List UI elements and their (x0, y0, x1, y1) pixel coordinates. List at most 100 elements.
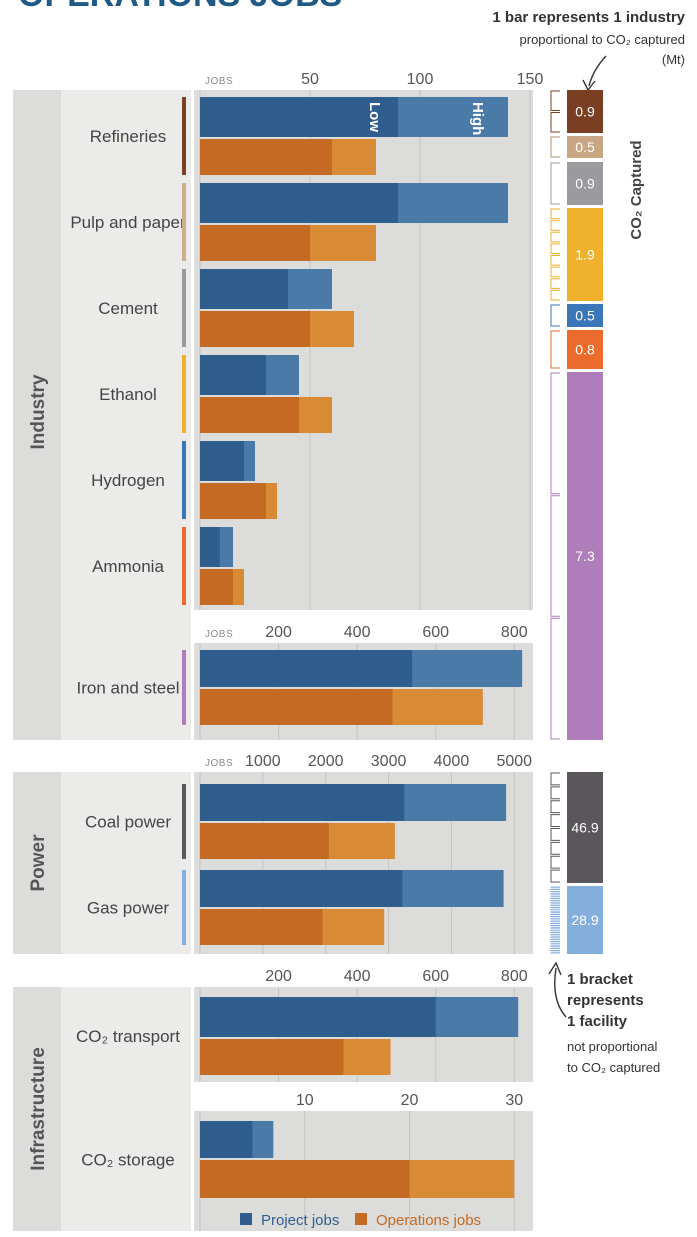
category-accent-hydrogen (182, 441, 186, 519)
note-line-2: proportional to CO₂ captured (520, 32, 685, 47)
category-label-iron-and-steel: Iron and steel (76, 679, 179, 698)
x-tick-label: 600 (422, 624, 449, 641)
note-line-3: (Mt) (662, 52, 685, 67)
legend-swatch-operations (355, 1213, 367, 1225)
co2-segment-refineries-label: 0.9 (575, 104, 595, 120)
x-tick-label: 50 (301, 71, 319, 88)
category-accent-coal-power (182, 784, 186, 859)
bar-ops-low-co-storage (200, 1160, 410, 1198)
category-label-pulp-and-paper: Pulp and paper (70, 213, 186, 232)
bracket-note-line-5: to CO₂ captured (567, 1060, 660, 1075)
note-arrow-icon (588, 55, 607, 87)
x-tick-label: 200 (265, 968, 292, 985)
bar-ops-low-gas-power (200, 909, 323, 945)
panel-industry (194, 90, 533, 610)
facility-bracket-group (550, 208, 560, 301)
co2-segment-gas-power-label: 28.9 (571, 912, 598, 928)
x-tick-label: 800 (501, 624, 528, 641)
bar-ops-low-iron-and-steel (200, 689, 393, 725)
low-label: Low (366, 102, 383, 132)
co2-segment-iron-and-steel-label: 7.3 (575, 548, 595, 564)
co2-segment-gas-power (567, 886, 603, 954)
co2-segment-refineries (567, 90, 603, 133)
category-accent-ethanol (182, 355, 186, 433)
x-tick-label: 5000 (496, 753, 532, 770)
jobs-axis-label: JOBS (205, 758, 233, 769)
bar-project-low-co-storage (200, 1121, 253, 1158)
jobs-axis-label: JOBS (205, 629, 233, 640)
facility-bracket-group (550, 304, 560, 327)
bar-project-low-gas-power (200, 870, 403, 907)
category-accent-cement (182, 269, 186, 347)
co2-segment-pulp-and-paper (567, 136, 603, 158)
category-label-coal-power: Coal power (85, 813, 171, 832)
co2-segment-coal-power (567, 772, 603, 883)
facility-bracket-group (550, 90, 560, 133)
category-label-gas-power: Gas power (87, 899, 170, 918)
bar-project-low-coal-power (200, 784, 405, 821)
category-accent-pulp-and-paper (182, 183, 186, 261)
bar-ops-low-co-transport (200, 1039, 344, 1075)
bracket-note-line-3: 1 facility (567, 1013, 628, 1030)
bracket-note-line-2: represents (567, 992, 644, 1009)
bar-ops-low-cement (200, 311, 310, 347)
section-band-industry (13, 90, 61, 740)
bar-project-low-ammonia (200, 527, 220, 567)
x-tick-label: 30 (505, 1092, 523, 1109)
bar-project-low-pulp-and-paper (200, 183, 398, 223)
bar-project-low-cement (200, 269, 288, 309)
facility-bracket-group (550, 772, 560, 883)
x-tick-label: 20 (401, 1092, 419, 1109)
co2-segment-hydrogen-label: 0.5 (575, 308, 595, 324)
co2-segment-coal-power-label: 46.9 (571, 820, 598, 836)
facility-bracket-group (550, 162, 560, 205)
co2-segment-ethanol-label: 1.9 (575, 247, 595, 263)
co2-segment-iron-and-steel (567, 372, 603, 740)
bracket-arrow-icon (554, 967, 567, 1018)
bar-project-low-ethanol (200, 355, 266, 395)
facility-bracket-group (550, 330, 560, 369)
co2-axis-label: CO₂ Captured (628, 140, 645, 239)
x-tick-label: 4000 (434, 753, 470, 770)
category-label-co-transport: CO₂ transport (76, 1027, 180, 1046)
bar-ops-low-hydrogen (200, 483, 266, 519)
co2-segment-pulp-and-paper-label: 0.5 (575, 139, 595, 155)
bar-project-low-hydrogen (200, 441, 244, 481)
bar-ops-low-coal-power (200, 823, 329, 859)
x-tick-label: 200 (265, 624, 292, 641)
bracket-note-line-1: 1 bracket (567, 971, 633, 988)
x-tick-label: 800 (501, 968, 528, 985)
x-tick-label: 600 (422, 968, 449, 985)
facility-bracket-group (550, 372, 560, 740)
label-column-power (61, 772, 191, 954)
page-title: OPERATIONS JOBS (18, 0, 342, 14)
category-label-ethanol: Ethanol (99, 385, 157, 404)
section-label-power: Power (28, 834, 49, 892)
category-label-co-storage: CO₂ storage (81, 1151, 175, 1170)
category-accent-refineries (182, 97, 186, 175)
bar-ops-low-pulp-and-paper (200, 225, 310, 261)
co2-segment-ammonia (567, 330, 603, 369)
x-tick-label: 400 (344, 968, 371, 985)
high-label: High (469, 102, 486, 135)
bar-ops-low-ethanol (200, 397, 299, 433)
co2-segment-ammonia-label: 0.8 (575, 342, 595, 358)
section-band-power (13, 772, 61, 954)
category-accent-gas-power (182, 870, 186, 945)
x-tick-label: 2000 (308, 753, 344, 770)
note-title: 1 bar represents 1 industry (492, 9, 685, 26)
section-label-industry: Industry (28, 374, 49, 449)
facility-bracket-group (550, 136, 560, 158)
category-label-refineries: Refineries (90, 127, 167, 146)
co2-segment-hydrogen (567, 304, 603, 327)
bracket-arrowhead-icon (548, 961, 562, 976)
category-label-cement: Cement (98, 299, 158, 318)
bar-project-low-refineries (200, 97, 398, 137)
bar-project-low-co-transport (200, 997, 436, 1037)
bar-ops-low-ammonia (200, 569, 233, 605)
label-column-infrastructure (61, 987, 191, 1231)
label-column-industry (61, 90, 191, 740)
x-tick-label: 400 (344, 624, 371, 641)
section-band-infrastructure (13, 987, 61, 1231)
